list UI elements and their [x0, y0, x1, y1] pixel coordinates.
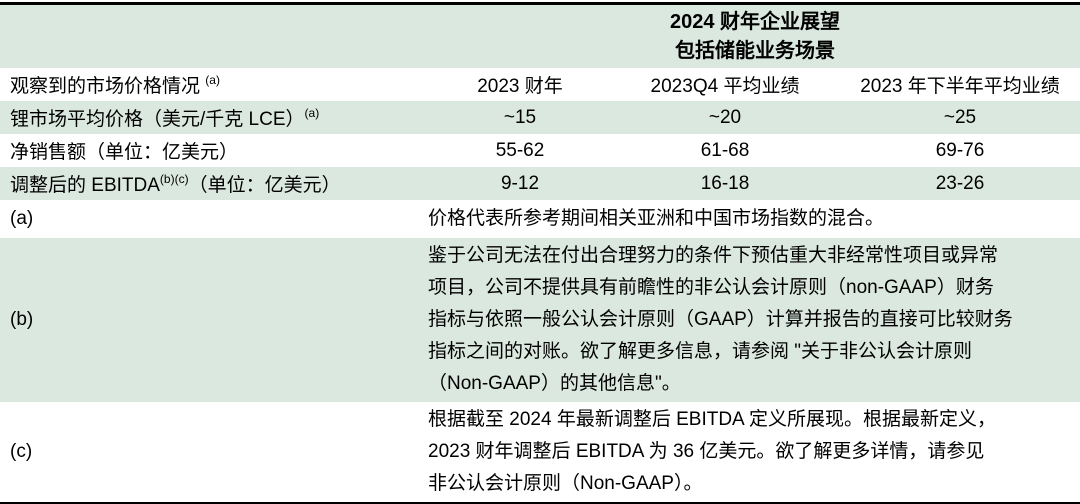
footnote-text: 价格代表所参考期间相关亚洲和中国市场指数的混合。: [428, 208, 885, 229]
row-label: 净销售额（单位：亿美元）: [10, 142, 239, 163]
cell-value: 9-12: [500, 172, 540, 194]
footnote-text: 鉴于公司无法在付出合理努力的条件下预估重大非经常性项目或异常 项目，公司不提供具…: [428, 245, 1013, 394]
footnote-text: 根据截至 2024 年最新调整后 EBITDA 定义所展现。根据最新定义， 20…: [428, 409, 996, 494]
header-title-line1: 2024 财年企业展望: [669, 10, 841, 33]
column-header-label-cell: 观察到的市场价格情况 (a): [0, 71, 430, 98]
cell-value: 55-62: [495, 139, 545, 161]
footnote-row-b: (b) 鉴于公司无法在付出合理努力的条件下预估重大非经常性项目或异常 项目，公司…: [0, 238, 1080, 402]
footnote-label: (b): [10, 309, 34, 330]
cell-value: 16-18: [700, 172, 750, 194]
column-header-2023h2: 2023 年下半年平均业绩: [860, 76, 1060, 97]
table-header-band: 2024 财年企业展望 包括储能业务场景: [0, 5, 1080, 68]
column-header-row: 观察到的市场价格情况 (a) 2023 财年 2023Q4 平均业绩 2023 …: [0, 68, 1080, 101]
footnote-ref-bc: (b)(c): [159, 171, 189, 186]
table-row-net-sales: 净销售额（单位：亿美元） 55-62 61-68 69-76: [0, 134, 1080, 167]
cell-value: 61-68: [700, 139, 750, 161]
cell-value: ~15: [503, 106, 537, 128]
row-label-suffix: （单位：亿美元）: [188, 175, 341, 196]
column-header-label: 观察到的市场价格情况: [10, 76, 206, 97]
column-header-fy2023: 2023 财年: [477, 76, 563, 97]
header-title-line2: 包括储能业务场景: [675, 39, 835, 62]
footnote-row-a: (a) 价格代表所参考期间相关亚洲和中国市场指数的混合。: [0, 200, 1080, 238]
row-label: 锂市场平均价格（美元/千克 LCE）: [10, 109, 305, 130]
footnote-ref-a: (a): [304, 105, 320, 120]
header-title: 2024 财年企业展望 包括储能业务场景: [430, 8, 1080, 66]
cell-value: ~20: [708, 106, 742, 128]
footnote-row-c: (c) 根据截至 2024 年最新调整后 EBITDA 定义所展现。根据最新定义…: [0, 402, 1080, 502]
row-label-cell: 调整后的 EBITDA(b)(c)（单位：亿美元）: [0, 170, 430, 197]
table-row-lithium-price: 锂市场平均价格（美元/千克 LCE）(a) ~15 ~20 ~25: [0, 101, 1080, 134]
table-row-adjusted-ebitda: 调整后的 EBITDA(b)(c)（单位：亿美元） 9-12 16-18 23-…: [0, 167, 1080, 200]
footnote-label: (c): [10, 441, 33, 462]
footnote-label: (a): [10, 208, 34, 229]
cell-value: 23-26: [935, 172, 985, 194]
column-header-2023q4: 2023Q4 平均业绩: [650, 76, 800, 97]
row-label-cell: 净销售额（单位：亿美元）: [0, 137, 430, 164]
cell-value: 69-76: [935, 139, 985, 161]
row-label: 调整后的 EBITDA: [10, 175, 160, 196]
footnote-ref-a: (a): [205, 72, 220, 87]
row-label-cell: 锂市场平均价格（美元/千克 LCE）(a): [0, 104, 430, 131]
cell-value: ~25: [943, 106, 977, 128]
